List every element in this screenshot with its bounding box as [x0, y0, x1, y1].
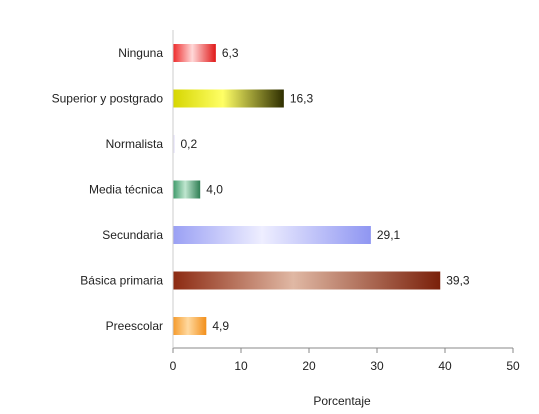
value-labels-group: 6,3 16,3 0,2 4,0 29,1 39,3 4,9	[181, 46, 470, 333]
category-labels-group: Ninguna Superior y postgrado Normalista Med…	[52, 46, 164, 333]
category-label-3: Media técnica	[89, 183, 163, 197]
x-axis: 0 10 20 30 40 50	[170, 30, 520, 373]
category-label-5: Básica primaria	[80, 274, 163, 288]
bar-2	[173, 135, 175, 153]
x-tick-label-5: 50	[506, 359, 520, 373]
category-label-6: Preescolar	[106, 319, 163, 333]
bar-3	[173, 180, 201, 199]
category-label-4: Secundaria	[102, 228, 163, 242]
value-label-0: 6,3	[222, 46, 239, 60]
bar-1	[173, 89, 284, 108]
bar-6	[173, 317, 207, 335]
value-label-6: 4,9	[212, 319, 229, 333]
bar-0	[173, 44, 216, 62]
category-label-0: Ninguna	[118, 46, 163, 60]
x-tick-label-4: 40	[438, 359, 452, 373]
x-axis-title: Porcentaje	[313, 394, 371, 408]
value-label-3: 4,0	[206, 183, 223, 197]
bar-5	[173, 271, 441, 290]
value-label-1: 16,3	[290, 92, 314, 106]
category-label-2: Normalista	[106, 137, 164, 151]
x-tick-label-1: 10	[234, 359, 248, 373]
bars-group	[173, 44, 441, 335]
value-label-2: 0,2	[181, 137, 198, 151]
x-tick-label-0: 0	[170, 359, 177, 373]
value-label-5: 39,3	[446, 274, 470, 288]
category-label-1: Superior y postgrado	[52, 92, 164, 106]
value-label-4: 29,1	[377, 228, 401, 242]
bar-4	[173, 226, 371, 244]
x-tick-label-2: 20	[302, 359, 316, 373]
x-tick-label-3: 30	[370, 359, 384, 373]
